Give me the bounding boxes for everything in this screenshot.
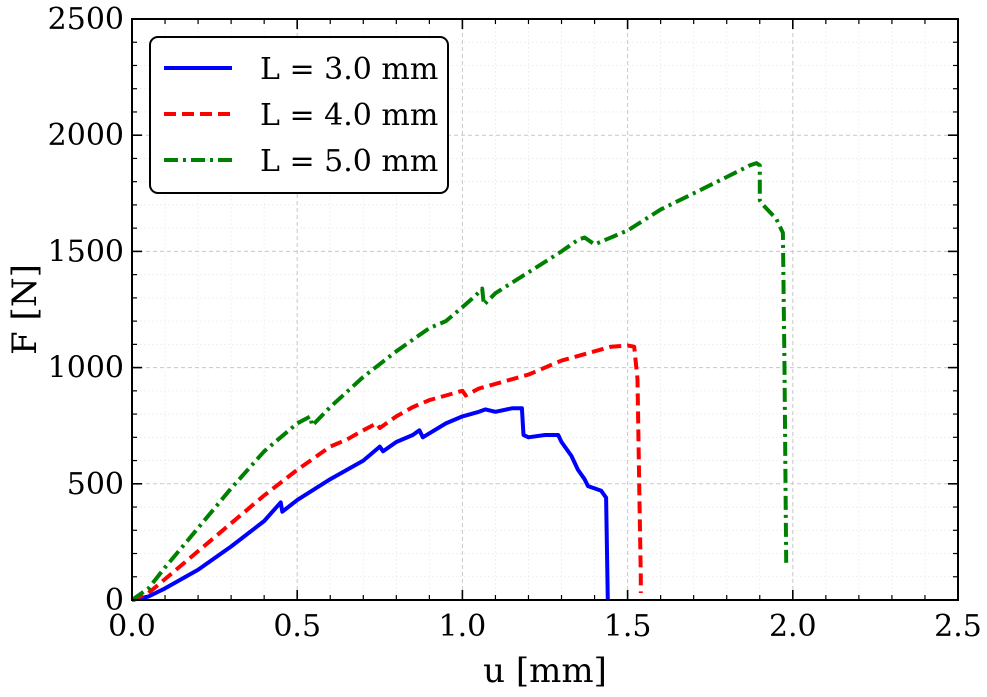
y-tick-label: 0 <box>105 583 124 618</box>
x-tick-label: 1.0 <box>439 609 487 644</box>
x-tick-label: 2.0 <box>769 609 817 644</box>
legend-label-3: L = 5.0 mm <box>260 144 438 179</box>
x-axis-label: u [mm] <box>483 651 607 691</box>
legend-label-1: L = 3.0 mm <box>260 52 438 87</box>
legend: L = 3.0 mm L = 4.0 mm L = 5.0 mm <box>149 36 449 194</box>
x-tick-label: 0.0 <box>108 609 156 644</box>
grid-minor <box>132 19 958 600</box>
series-line-2 <box>131 343 643 602</box>
legend-box <box>149 36 449 194</box>
x-tick-label: 2.5 <box>934 609 982 644</box>
tick-labels: 0.0 0.5 1.0 1.5 2.0 2.5 0 500 1000 1500 2000 2500 <box>48 2 982 644</box>
ticks-layer <box>131 18 959 601</box>
y-tick-label: 2000 <box>48 118 124 153</box>
y-tick-label: 500 <box>67 467 124 502</box>
series-line-3 <box>130 161 789 602</box>
plot-frame <box>131 18 959 601</box>
y-tick-label: 1500 <box>48 234 124 269</box>
x-tick-label: 1.5 <box>604 609 652 644</box>
legend-label-2: L = 4.0 mm <box>260 98 438 133</box>
y-axis-label: F [N] <box>5 264 45 355</box>
x-tick-label: 0.5 <box>273 609 321 644</box>
y-tick-label: 1000 <box>48 351 124 386</box>
y-tick-label: 2500 <box>48 2 124 37</box>
series-line-1 <box>131 406 610 602</box>
series-layer <box>130 161 789 602</box>
